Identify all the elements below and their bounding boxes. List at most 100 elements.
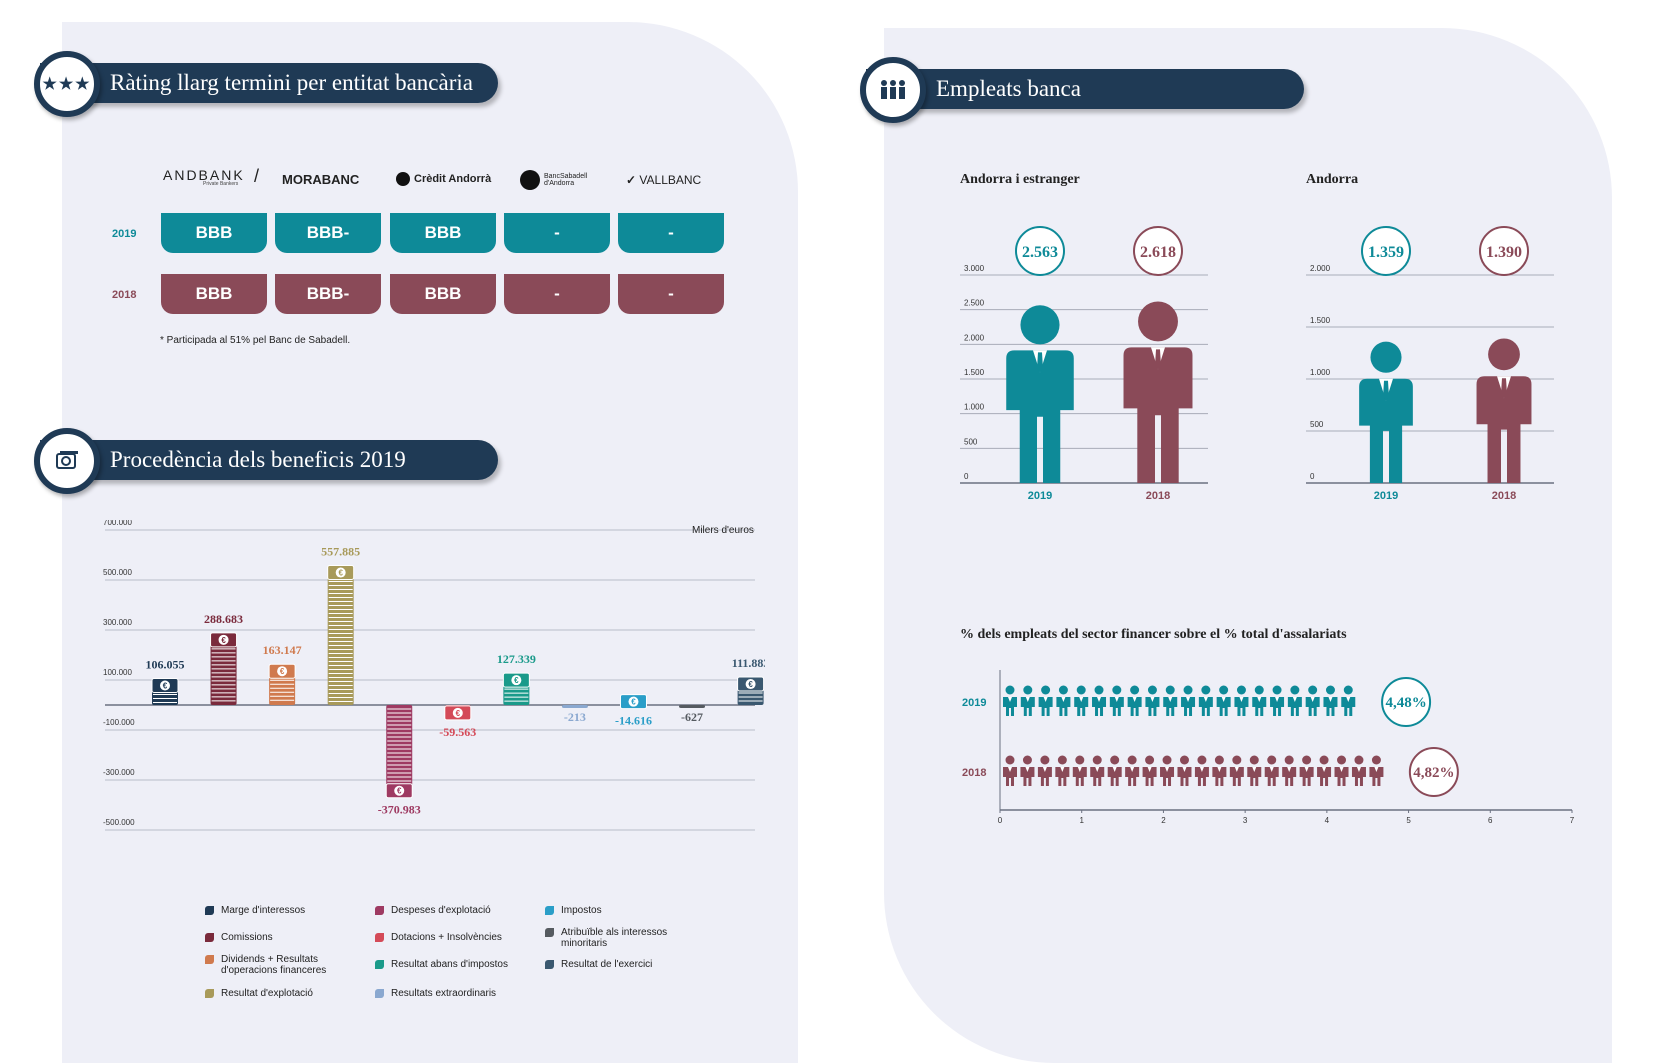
euro-symbol: € [456, 709, 461, 718]
legend-swatch [205, 955, 214, 964]
legend-swatch [205, 989, 214, 998]
value-label: 1.359 [1368, 244, 1404, 261]
people-icon [860, 57, 926, 123]
mini-person-head [1130, 685, 1140, 695]
rating-year-2018: 2018 [112, 289, 137, 301]
x-tick-label: 3 [1243, 816, 1248, 825]
mini-person-body [1369, 767, 1384, 786]
value-label: -213 [564, 710, 586, 724]
person-tie [1155, 349, 1161, 370]
y-tick-label: 2.000 [1310, 264, 1331, 273]
employees-chart-2-title: Andorra [1306, 172, 1359, 187]
x-tick-label: 5 [1406, 816, 1411, 825]
mini-person-collar [1234, 767, 1239, 772]
mini-person-collar [1025, 697, 1030, 702]
legend-swatch [205, 906, 214, 915]
euro-symbol: € [631, 698, 636, 707]
vallbanc-icon: ✓ [626, 173, 637, 187]
y-tick-label: 1.500 [1310, 316, 1331, 325]
mini-person-body [1270, 697, 1285, 716]
person-head [1020, 305, 1060, 345]
mini-person-body [1055, 767, 1070, 786]
legend-label: Resultat de l'exercici [561, 959, 653, 970]
rating-note: * Participada al 51% pel Banc de Sabadel… [160, 335, 351, 346]
euro-coin-icon [394, 785, 405, 796]
legend-label: Despeses d'explotació [391, 905, 491, 916]
person-tie [1037, 352, 1043, 373]
mini-person-body [1334, 767, 1349, 786]
mini-person-body [1177, 767, 1192, 786]
mini-person-collar [1217, 767, 1222, 772]
mini-person-body [1234, 697, 1249, 716]
mini-person-head [1254, 685, 1264, 695]
mini-person-collar [1042, 767, 1047, 772]
legend-swatch [375, 989, 384, 998]
mini-person-body [1074, 697, 1089, 716]
bar [386, 705, 413, 798]
euro-coin-icon [218, 634, 229, 645]
value-label: -14.616 [615, 714, 652, 728]
mini-person-collar [1060, 767, 1065, 772]
mini-person-head [1354, 755, 1364, 765]
mini-person-body [1181, 697, 1196, 716]
x-tick-label: 7 [1570, 816, 1575, 825]
y-tick-label: -500.000 [103, 818, 135, 827]
mini-person-head [1022, 755, 1032, 765]
y-tick-label: 1.500 [964, 368, 985, 377]
logo-credit-andorra: Crèdit Andorrà [396, 172, 491, 186]
mini-person-body [1003, 767, 1017, 786]
euro-coin-icon [511, 675, 522, 686]
mini-person-body [1037, 767, 1052, 786]
euro-symbol: € [397, 787, 402, 796]
mini-person-collar [1257, 697, 1262, 702]
mini-person-head [1232, 755, 1242, 765]
mini-person-collar [1346, 697, 1351, 702]
mini-person-body [1142, 767, 1157, 786]
mini-person-head [1145, 755, 1155, 765]
mini-person-body [1092, 697, 1107, 716]
euro-symbol: € [338, 569, 343, 578]
mini-person-collar [1061, 697, 1066, 702]
value-circle [1479, 226, 1529, 276]
rating-pill: BBB- [275, 213, 381, 253]
legend-swatch [545, 960, 554, 969]
mini-person-head [1165, 685, 1175, 695]
mini-person-head [1249, 755, 1259, 765]
left-panel [62, 22, 798, 1063]
legend-label: Resultats extraordinaris [391, 988, 497, 999]
y-tick-label: 700.000 [103, 520, 132, 527]
mini-person-collar [1112, 767, 1117, 772]
mini-person-head [1179, 755, 1189, 765]
person-body [1359, 378, 1413, 483]
y-tick-label: 500 [964, 437, 978, 446]
mini-person-collar [1239, 697, 1244, 702]
value-circle [1381, 677, 1432, 727]
mini-person-body [1351, 767, 1366, 786]
mini-person-head [1041, 685, 1051, 695]
mini-person-body [1287, 697, 1302, 716]
x-tick-label: 2019 [1374, 490, 1398, 502]
mini-person-body [1323, 697, 1338, 716]
share-title: % dels empleats del sector financer sobr… [960, 627, 1347, 642]
mini-person-collar [1043, 697, 1048, 702]
x-tick-label: 2018 [1492, 490, 1516, 502]
rating-pill: - [618, 274, 724, 314]
y-tick-label: 0 [964, 472, 969, 481]
mini-person-head [1162, 755, 1172, 765]
mini-person-collar [1328, 697, 1333, 702]
y-tick-label: 1.000 [1310, 368, 1331, 377]
legend-label: Resultat abans d'impostos [391, 959, 508, 970]
mini-person-head [1272, 685, 1282, 695]
mini-person-body [1212, 767, 1227, 786]
share-chart: 0 1 2 3 4 5 6 7 2019 4,48% 2018 4,82% [962, 670, 1575, 825]
y-tick-label: 0 [1310, 472, 1315, 481]
euro-symbol: € [221, 636, 226, 645]
x-tick-label: 0 [998, 816, 1003, 825]
x-tick-label: 1 [1079, 816, 1084, 825]
employees-banner: Empleats banca [866, 69, 1304, 109]
mini-person-collar [1130, 767, 1135, 772]
person-body [1123, 347, 1193, 483]
mini-person-collar [1252, 767, 1257, 772]
logo-vallbanc: ✓ VALLBANC [626, 173, 702, 187]
value-circle [1361, 226, 1411, 276]
